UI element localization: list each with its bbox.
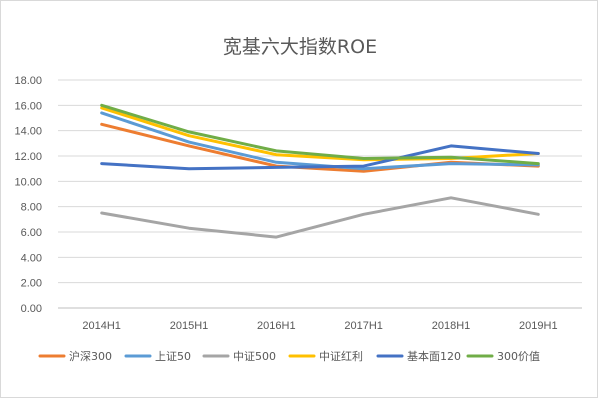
legend-label: 上证50: [155, 350, 191, 363]
y-tick-label: 4.00: [21, 252, 42, 264]
y-tick-label: 16.00: [14, 100, 42, 112]
series-line: [100, 196, 540, 239]
legend-label: 中证红利: [319, 350, 363, 363]
x-tick-label: 2016H1: [257, 320, 296, 332]
y-tick-label: 2.00: [21, 278, 42, 290]
x-axis-ticks: 2014H1 2015H1 2016H1 2017H1 2018H1 2019H1: [82, 320, 557, 332]
x-tick-label: 2018H1: [432, 320, 471, 332]
x-tick-label: 2017H1: [344, 320, 383, 332]
series-lines: [100, 103, 540, 239]
x-tick-label: 2014H1: [82, 320, 121, 332]
legend-label: 中证500: [233, 350, 276, 363]
legend-label: 300价值: [497, 350, 540, 363]
y-tick-label: 10.00: [14, 176, 42, 188]
y-tick-label: 6.00: [21, 227, 42, 239]
y-tick-label: 14.00: [14, 126, 42, 138]
x-tick-label: 2019H1: [519, 320, 558, 332]
y-tick-label: 8.00: [21, 202, 42, 214]
series-line: [100, 144, 540, 171]
y-tick-label: 18.00: [14, 75, 42, 87]
chart-title: 宽基六大指数ROE: [222, 36, 378, 58]
legend-label: 沪深300: [69, 349, 112, 363]
y-tick-label: 0.00: [21, 303, 42, 315]
series-line: [100, 103, 540, 166]
x-tick-label: 2015H1: [170, 320, 209, 332]
y-axis-ticks: 0.00 2.00 4.00 6.00 8.00 10.00 12.00 14.00 16.00…: [14, 75, 42, 315]
y-tick-label: 12.00: [14, 151, 42, 163]
legend-label: 基本面120: [407, 349, 461, 363]
grid-lines: [58, 79, 582, 309]
legend: 沪深300 上证50 中证500 中证红利 基本面120 300价值: [38, 349, 540, 363]
